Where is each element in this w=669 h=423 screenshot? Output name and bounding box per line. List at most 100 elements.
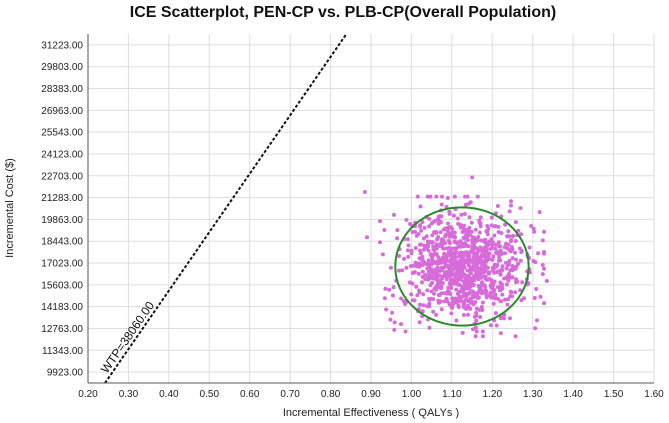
scatter-point	[419, 228, 424, 233]
wtp-threshold-line	[104, 33, 348, 384]
scatter-point	[399, 296, 404, 301]
scatter-point	[491, 254, 496, 259]
scatter-point	[405, 248, 410, 253]
scatter-point	[444, 277, 449, 282]
scatter-point	[480, 334, 485, 339]
scatter-point	[507, 258, 512, 263]
y-tick-label: 26963.00	[41, 106, 83, 117]
scatter-point	[392, 212, 396, 217]
y-tick-label: 19863.00	[41, 215, 83, 226]
scatter-point	[495, 204, 500, 208]
scatter-point	[457, 290, 461, 295]
y-tick-labels: 9923.00 11343.00 12763.00 14183.00 15603.00 1…	[41, 40, 83, 378]
scatter-point	[447, 290, 452, 294]
scatter-point	[480, 308, 485, 312]
scatter-point	[453, 281, 458, 286]
scatter-point	[513, 239, 518, 243]
scatter-point	[519, 250, 524, 255]
scatter-point	[542, 229, 546, 234]
scatter-point	[503, 297, 507, 302]
scatter-point	[514, 257, 518, 262]
scatter-point	[447, 234, 452, 239]
scatter-point	[451, 213, 456, 218]
x-tick-label: 0.50	[200, 389, 220, 400]
scatter-point	[473, 300, 478, 304]
scatter-point	[442, 299, 447, 304]
scatter-point	[475, 238, 480, 243]
scatter-point	[459, 287, 464, 292]
scatter-point	[470, 175, 475, 180]
scatter-point	[475, 264, 480, 269]
scatter-point	[403, 329, 408, 334]
scatter-point	[438, 299, 443, 304]
scatter-point	[511, 233, 516, 238]
scatter-point	[435, 265, 440, 270]
scatter-point	[432, 219, 437, 224]
scatter-point	[473, 325, 478, 330]
scatter-point	[479, 305, 484, 309]
scatter-point	[421, 292, 426, 297]
scatter-point	[443, 234, 448, 239]
scatter-point	[402, 256, 406, 261]
scatter-point	[513, 220, 518, 225]
x-tick-label: 1.00	[402, 389, 422, 400]
scatter-point	[420, 309, 425, 314]
scatter-point	[418, 204, 423, 209]
scatter-point	[436, 235, 441, 240]
scatter-point	[450, 230, 455, 235]
scatter-point	[513, 290, 518, 295]
scatter-point	[427, 216, 432, 221]
y-tick-label: 22703.00	[41, 171, 83, 182]
scatter-point	[478, 215, 483, 220]
scatter-point	[458, 261, 463, 266]
scatter-point	[532, 296, 537, 300]
scatter-point	[437, 268, 441, 273]
scatter-point	[431, 309, 436, 314]
y-tick-label: 18443.00	[41, 237, 83, 248]
scatter-point	[506, 262, 511, 267]
scatter-point	[518, 288, 523, 293]
scatter-point	[542, 301, 546, 306]
scatter-point	[484, 266, 488, 271]
scatter-point	[415, 194, 420, 199]
scatter-point	[487, 239, 492, 244]
scatter-point	[458, 271, 463, 276]
scatter-point	[421, 259, 426, 263]
scatter-point	[430, 257, 435, 262]
scatter-point	[464, 259, 469, 264]
scatter-point	[452, 234, 457, 239]
scatter-point	[469, 229, 474, 234]
scatter-point	[482, 252, 487, 257]
scatter-point	[462, 301, 467, 306]
scatter-point	[424, 234, 429, 239]
scatter-point	[494, 323, 499, 328]
scatter-point	[436, 280, 441, 285]
scatter-point	[447, 245, 452, 250]
scatter-point	[464, 253, 469, 258]
scatter-point	[422, 247, 426, 252]
scatter-point	[505, 302, 510, 307]
x-tick-label: 1.40	[563, 389, 583, 400]
scatter-point	[441, 227, 446, 232]
scatter-point	[489, 223, 494, 228]
scatter-point	[506, 242, 511, 247]
scatter-point	[477, 255, 482, 260]
scatter-point	[436, 255, 441, 260]
scatter-point	[504, 282, 509, 287]
x-tick-labels: 0.20 0.30 0.40 0.50 0.60 0.70 0.80 0.90 1.00 1.10…	[78, 389, 664, 400]
scatter-point	[475, 291, 480, 296]
scatter-point	[466, 312, 471, 317]
scatter-point	[470, 293, 475, 298]
scatter-point	[362, 190, 367, 194]
scatter-point	[413, 229, 417, 234]
scatter-point	[382, 296, 387, 301]
scatter-point	[493, 246, 498, 251]
scatter-point	[519, 232, 524, 237]
scatter-point	[487, 257, 492, 262]
scatter-point	[500, 264, 505, 269]
scatter-point	[404, 265, 409, 270]
scatter-point	[499, 299, 504, 304]
scatter-point	[445, 229, 450, 234]
scatter-point	[477, 287, 482, 292]
scatter-point	[507, 209, 512, 214]
